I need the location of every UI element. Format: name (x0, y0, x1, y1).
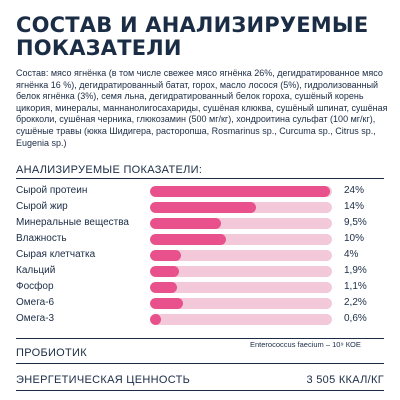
analysis-row-label: Кальций (16, 265, 56, 276)
analysis-row-value: 0,6% (344, 313, 367, 324)
analysis-row-label: Фосфор (16, 281, 54, 292)
analysis-bar-track (150, 218, 332, 229)
analysis-row-value: 24% (344, 185, 365, 196)
analysis-bar-fill (150, 186, 331, 197)
analysis-bar-track (150, 314, 332, 325)
analysis-row: Фосфор 1,1% (16, 280, 386, 296)
analysis-row: Сырой жир 14% (16, 200, 386, 216)
analysis-row-label: Омега-3 (16, 313, 55, 324)
analysis-bar-fill (150, 234, 227, 245)
analysis-row: Сырая клетчатка 4% (16, 248, 386, 264)
analysis-bar-fill (150, 202, 256, 213)
analysis-row-label: Влажность (16, 233, 67, 244)
energy-divider-top (16, 363, 384, 364)
analysis-bar-fill (150, 314, 161, 325)
analysis-divider (16, 178, 384, 179)
analysis-row: Омега-3 0,6% (16, 312, 386, 328)
analysis-row-value: 1,1% (344, 281, 367, 292)
analysis-bar-track (150, 282, 332, 293)
analysis-bar-fill (150, 282, 178, 293)
analysis-bar-fill (150, 298, 183, 309)
analysis-row: Кальций 1,9% (16, 264, 386, 280)
analysis-list: Сырой протеин 24% Сырой жир 14% Минеральные … (16, 184, 386, 328)
analysis-row-value: 14% (344, 201, 365, 212)
analysis-row-value: 9,5% (344, 217, 367, 228)
probiotic-label: ПРОБИОТИК (16, 347, 87, 359)
analysis-row-value: 4% (344, 249, 359, 260)
analysis-row: Сырой протеин 24% (16, 184, 386, 200)
analysis-bar-track (150, 266, 332, 277)
page-title: СОСТАВ И АНАЛИЗИРУЕМЫЕ ПОКАЗАТЕЛИ (16, 13, 369, 60)
analysis-heading: АНАЛИЗИРУЕМЫЕ ПОКАЗАТЕЛИ: (16, 164, 203, 176)
analysis-bar-track (150, 234, 332, 245)
analysis-row: Влажность 10% (16, 232, 386, 248)
analysis-row-value: 2,2% (344, 297, 367, 308)
analysis-row-label: Сырая клетчатка (16, 249, 96, 260)
analysis-bar-track (150, 186, 332, 197)
analysis-row-label: Сырой протеин (16, 185, 88, 196)
analysis-bar-track (150, 202, 332, 213)
analysis-bar-fill (150, 266, 180, 277)
analysis-bar-track (150, 298, 332, 309)
analysis-row-label: Сырой жир (16, 201, 68, 212)
energy-value: 3 505 ККАЛ/КГ (306, 374, 384, 386)
analysis-row: Омега-6 2,2% (16, 296, 386, 312)
analysis-bar-fill (150, 218, 221, 229)
analysis-row-value: 1,9% (344, 265, 367, 276)
analysis-bar-track (150, 250, 332, 261)
analysis-row-value: 10% (344, 233, 365, 244)
energy-label: ЭНЕРГЕТИЧЕСКАЯ ЦЕННОСТЬ (16, 374, 191, 386)
probiotic-value: Enterococcus faecium – 10⁹ КОЕ (250, 340, 361, 349)
analysis-row-label: Омега-6 (16, 297, 55, 308)
composition-text: Состав: мясо ягнёнка (в том числе свежее… (16, 68, 388, 148)
probiotic-divider-top (16, 338, 384, 339)
energy-divider-bottom (16, 390, 384, 391)
analysis-bar-fill (150, 250, 181, 261)
analysis-row: Минеральные вещества 9,5% (16, 216, 386, 232)
analysis-row-label: Минеральные вещества (16, 217, 129, 228)
